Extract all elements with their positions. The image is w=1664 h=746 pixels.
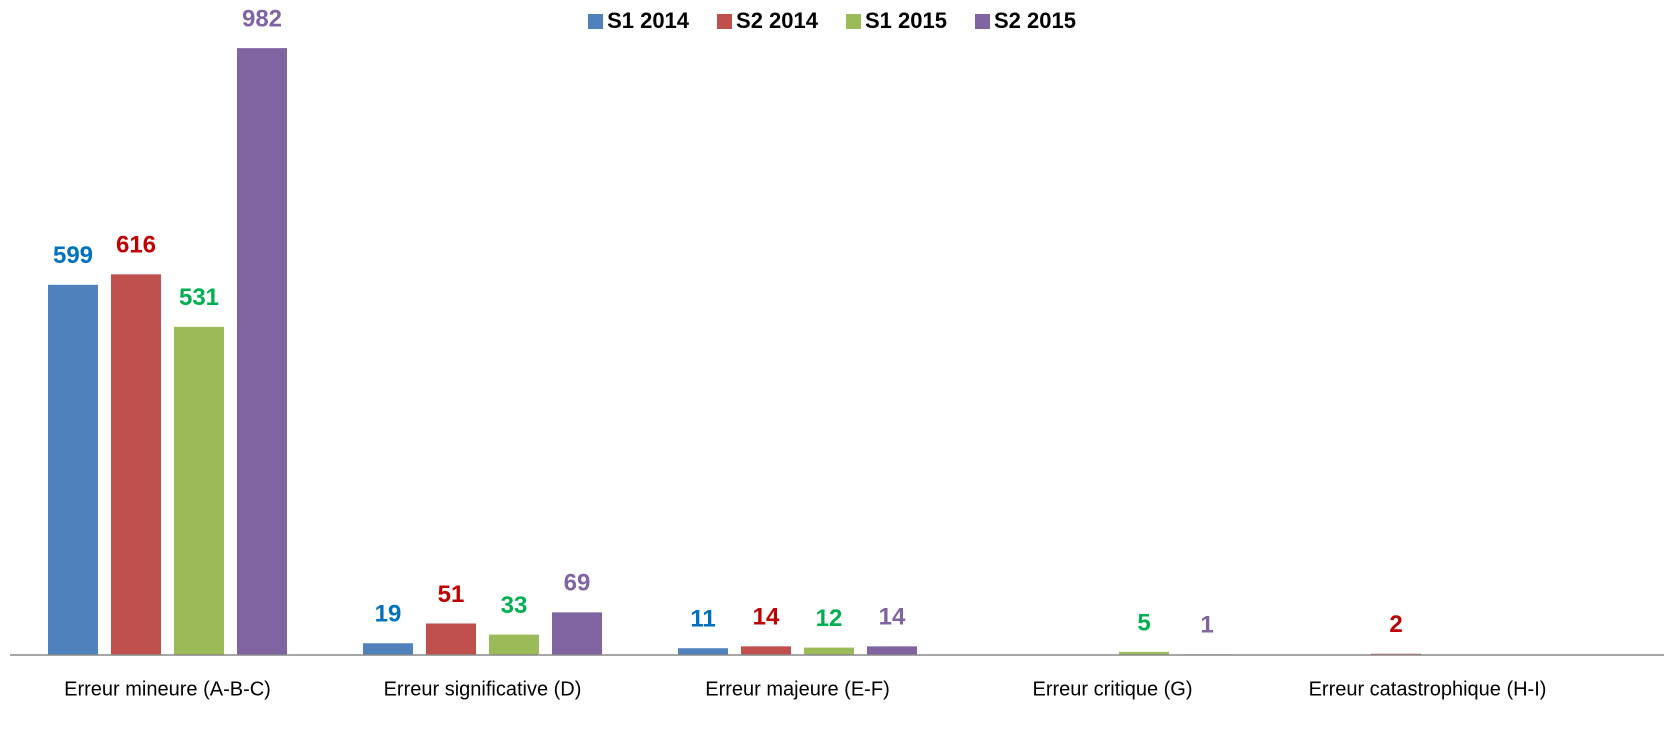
legend-label: S1 2014 [607, 8, 690, 33]
x-tick-label: Erreur mineure (A-B-C) [64, 678, 271, 700]
bar [678, 648, 728, 655]
legend-item: S1 2014 [588, 8, 689, 34]
data-label: 33 [501, 592, 528, 619]
data-label: 14 [879, 604, 906, 631]
data-label: 12 [816, 605, 843, 632]
bar [489, 634, 539, 655]
data-label: 616 [116, 232, 156, 259]
legend-swatch [974, 13, 990, 29]
data-label: 19 [375, 601, 402, 628]
bar [426, 623, 476, 655]
bar [363, 643, 413, 655]
x-tick-label: Erreur catastrophique (H-I) [1309, 678, 1547, 700]
legend-item: S2 2014 [717, 8, 818, 34]
x-tick-label: Erreur significative (D) [384, 678, 582, 700]
legend-swatch [717, 13, 733, 29]
bar [867, 646, 917, 655]
bar [741, 646, 791, 655]
data-label: 531 [179, 284, 219, 311]
legend-swatch [588, 13, 604, 29]
legend-label: S1 2015 [865, 8, 947, 33]
data-label: 51 [438, 581, 465, 608]
x-tick-label: Erreur majeure (E-F) [705, 678, 889, 700]
x-tick-label: Erreur critique (G) [1032, 678, 1192, 700]
bar [1119, 651, 1169, 655]
bar [111, 274, 161, 655]
bar [552, 612, 602, 655]
data-label: 14 [753, 604, 780, 631]
data-label: 5 [1137, 609, 1150, 636]
legend-label: S2 2015 [993, 8, 1076, 33]
data-label: 599 [53, 242, 93, 269]
data-label: 982 [242, 5, 282, 32]
legend-label: S2 2014 [736, 8, 818, 33]
legend: S1 2014 S2 2014 S1 2015 S2 2015 [0, 8, 1664, 34]
data-label: 1 [1200, 612, 1213, 639]
bar [174, 326, 224, 655]
legend-item: S2 2015 [974, 8, 1076, 34]
legend-item: S1 2015 [846, 8, 947, 34]
bar [804, 647, 854, 655]
data-label: 69 [564, 570, 591, 597]
bar [48, 284, 98, 655]
legend-swatch [846, 13, 861, 29]
data-label: 11 [690, 606, 715, 633]
data-label: 2 [1389, 611, 1402, 638]
bar [237, 48, 287, 655]
